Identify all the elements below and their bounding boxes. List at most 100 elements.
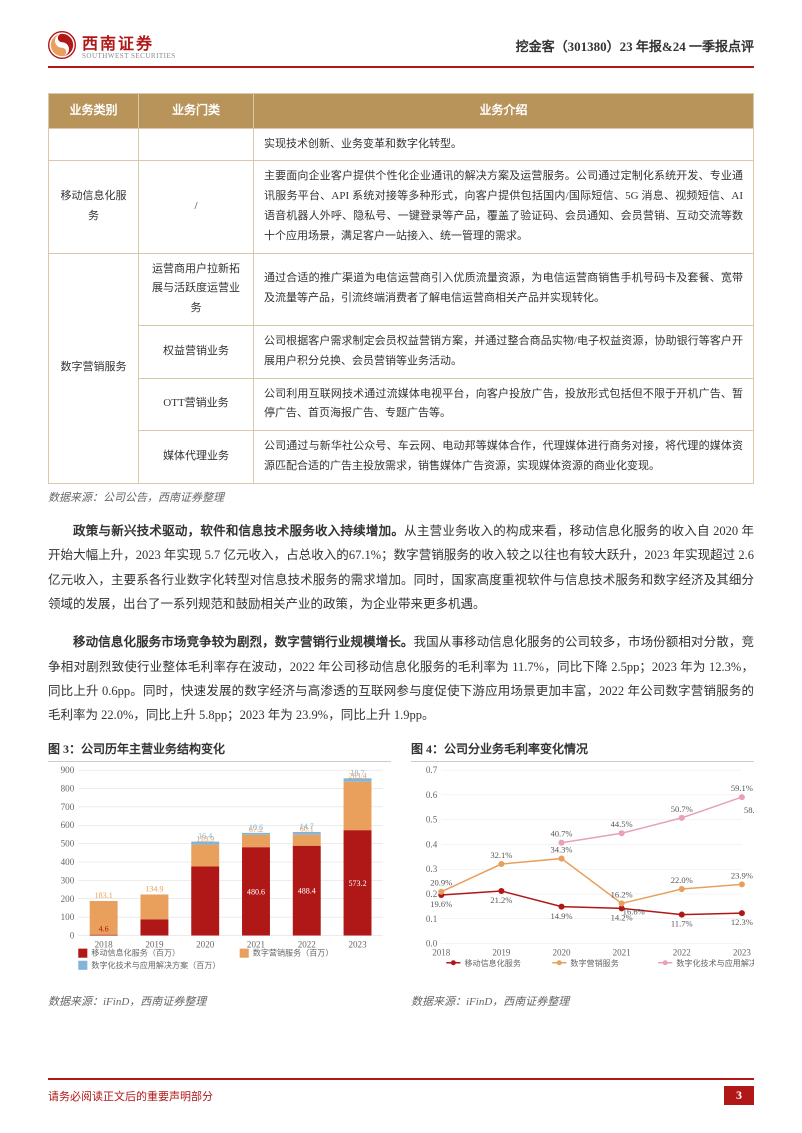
chart-3-source: 数据来源：iFinD，西南证券整理	[48, 993, 391, 1009]
logo-icon	[48, 31, 76, 59]
footer-divider	[48, 1078, 754, 1080]
svg-text:0.7: 0.7	[426, 765, 438, 775]
svg-text:21.2%: 21.2%	[490, 895, 512, 905]
svg-text:0.3: 0.3	[426, 864, 438, 874]
svg-text:2023: 2023	[733, 947, 752, 957]
cell: 公司根据客户需求制定会员权益营销方案，并通过整合商品实物/电子权益资源，协助银行…	[254, 325, 754, 378]
cell: 权益营销业务	[139, 325, 254, 378]
table-source: 数据来源：公司公告，西南证券整理	[48, 489, 754, 505]
header-divider	[48, 66, 754, 68]
chart-4-title: 图 4：公司分业务毛利率变化情况	[411, 740, 754, 757]
business-table: 业务类别业务门类业务介绍 实现技术创新、业务变革和数字化转型。移动信息化服务/主…	[48, 93, 754, 484]
logo: 西南证券 SOUTHWEST SECURITIES	[48, 30, 176, 60]
svg-text:12.3%: 12.3%	[731, 917, 753, 927]
svg-text:0.6: 0.6	[426, 790, 438, 800]
table-header: 业务类别	[49, 94, 139, 129]
svg-text:50.7%: 50.7%	[671, 804, 693, 814]
svg-text:16.6%: 16.6%	[623, 906, 645, 916]
page-header: 西南证券 SOUTHWEST SECURITIES 挖金客（301380）23 …	[48, 30, 754, 60]
svg-text:0.2: 0.2	[426, 889, 438, 899]
svg-text:22.0%: 22.0%	[671, 875, 693, 885]
svg-text:2019: 2019	[492, 947, 511, 957]
svg-text:200: 200	[61, 894, 75, 904]
svg-text:58.3%: 58.3%	[744, 805, 754, 815]
svg-text:16.2%: 16.2%	[611, 889, 633, 899]
svg-text:0.4: 0.4	[426, 839, 438, 849]
svg-text:2018: 2018	[432, 947, 451, 957]
svg-text:0.1: 0.1	[426, 914, 437, 924]
chart-3: 0100200300400500600700800900201820192020…	[48, 761, 391, 984]
page-number: 3	[724, 1086, 754, 1105]
footer-disclaimer: 请务必阅读正文后的重要声明部分	[48, 1088, 213, 1104]
svg-text:100: 100	[61, 912, 75, 922]
para1-bold: 政策与新兴技术驱动，软件和信息技术服务收入持续增加。	[73, 524, 404, 538]
cell: 公司利用互联网技术通过流媒体电视平台，向客户投放广告，投放形式包括但不限于开机广…	[254, 378, 754, 431]
svg-text:19.6%: 19.6%	[430, 899, 452, 909]
svg-text:34.3%: 34.3%	[550, 844, 572, 854]
svg-text:2020: 2020	[552, 947, 571, 957]
svg-text:300: 300	[61, 875, 75, 885]
svg-text:14.9%: 14.9%	[550, 911, 572, 921]
table-header: 业务介绍	[254, 94, 754, 129]
svg-text:88.3: 88.3	[147, 923, 161, 932]
cell	[139, 128, 254, 161]
svg-text:573.2: 573.2	[348, 879, 366, 888]
svg-text:59.1%: 59.1%	[731, 783, 753, 793]
chart-4: 0.00.10.20.30.40.50.60.72018201920202021…	[411, 761, 754, 984]
svg-text:数字营销服务（百万）: 数字营销服务（百万）	[253, 947, 334, 957]
chart-4-source: 数据来源：iFinD，西南证券整理	[411, 993, 754, 1009]
logo-subtext: SOUTHWEST SECURITIES	[82, 52, 176, 60]
cell: /	[139, 161, 254, 253]
svg-text:44.5%: 44.5%	[611, 819, 633, 829]
svg-text:500: 500	[61, 838, 75, 848]
svg-text:11.7%: 11.7%	[671, 918, 693, 928]
svg-text:移动信息化服务: 移动信息化服务	[464, 958, 520, 968]
svg-text:2021: 2021	[613, 947, 631, 957]
svg-text:20.9%: 20.9%	[430, 877, 452, 887]
svg-text:400: 400	[61, 857, 75, 867]
table-header: 业务门类	[139, 94, 254, 129]
chart-3-title: 图 3：公司历年主营业务结构变化	[48, 740, 391, 757]
svg-text:23.9%: 23.9%	[731, 870, 753, 880]
paragraph-1: 政策与新兴技术驱动，软件和信息技术服务收入持续增加。从主营业务收入的构成来看，移…	[48, 519, 754, 617]
para2-bold: 移动信息化服务市场竞争较为剧烈，数字营销行业规模增长。	[73, 635, 414, 649]
svg-text:263.4: 263.4	[348, 771, 366, 780]
svg-text:10.6: 10.6	[249, 823, 263, 832]
svg-text:数字化技术与应用解决方案（百万）: 数字化技术与应用解决方案（百万）	[91, 960, 220, 970]
svg-text:134.9: 134.9	[145, 884, 163, 893]
svg-text:0.5: 0.5	[426, 814, 438, 824]
cell	[49, 128, 139, 161]
svg-text:488.4: 488.4	[298, 886, 316, 895]
svg-text:32.1%: 32.1%	[490, 850, 512, 860]
svg-text:700: 700	[61, 802, 75, 812]
page-footer: 请务必阅读正文后的重要声明部分 3	[48, 1078, 754, 1105]
cell: 运营商用户拉新拓展与活跃度运营业务	[139, 253, 254, 325]
cell: OTT营销业务	[139, 378, 254, 431]
svg-text:14.7: 14.7	[300, 822, 314, 831]
svg-text:16.4: 16.4	[198, 831, 212, 840]
svg-text:2023: 2023	[348, 939, 367, 949]
svg-text:183.1: 183.1	[95, 891, 113, 900]
svg-text:2020: 2020	[196, 939, 215, 949]
cell: 媒体代理业务	[139, 431, 254, 484]
svg-text:40.7%: 40.7%	[550, 828, 572, 838]
svg-text:600: 600	[61, 820, 75, 830]
doc-title: 挖金客（301380）23 年报&24 一季报点评	[516, 36, 754, 55]
svg-text:0: 0	[70, 930, 75, 940]
svg-text:375.6: 375.6	[196, 897, 214, 906]
svg-text:数字营销服务: 数字营销服务	[570, 958, 618, 968]
chart-3-block: 图 3：公司历年主营业务结构变化 0 100 200 300 400 500 600 700 8…	[48, 740, 391, 1009]
cell: 数字营销服务	[49, 253, 139, 483]
svg-text:480.6: 480.6	[247, 887, 265, 896]
svg-text:800: 800	[61, 783, 75, 793]
svg-text:2022: 2022	[673, 947, 692, 957]
cell: 通过合适的推广渠道为电信运营商引入优质流量资源，为电信运营商销售手机号码卡及套餐…	[254, 253, 754, 325]
cell: 实现技术创新、业务变革和数字化转型。	[254, 128, 754, 161]
svg-text:移动信息化服务（百万）: 移动信息化服务（百万）	[91, 947, 180, 957]
cell: 主要面向企业客户提供个性化企业通讯的解决方案及运营服务。公司通过定制化系统开发、…	[254, 161, 754, 253]
cell: 公司通过与新华社公众号、车云网、电动邦等媒体合作，代理媒体进行商务对接，将代理的…	[254, 431, 754, 484]
logo-text: 西南证券	[82, 36, 154, 53]
svg-text:4.6: 4.6	[99, 924, 109, 933]
paragraph-2: 移动信息化服务市场竞争较为剧烈，数字营销行业规模增长。我国从事移动信息化服务的公…	[48, 630, 754, 728]
svg-text:900: 900	[61, 765, 75, 775]
